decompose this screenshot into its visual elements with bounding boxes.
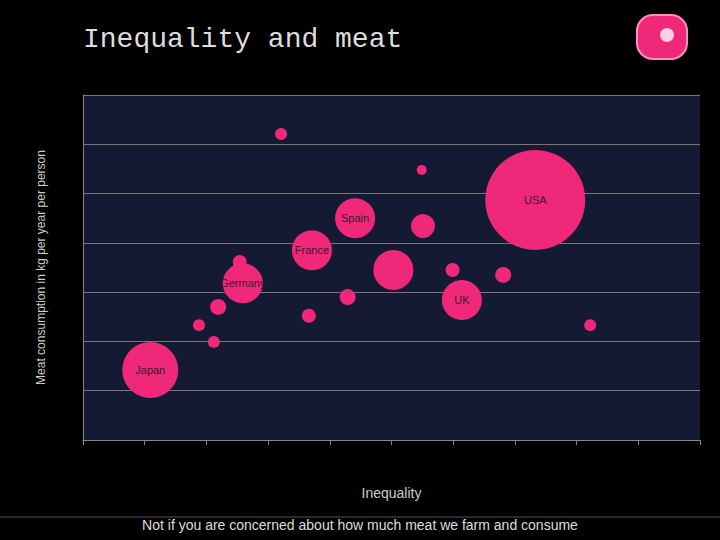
svg-text:Not if you are concerned about: Not if you are concerned about how much … (142, 517, 578, 533)
svg-text:Japan: Japan (135, 364, 165, 376)
svg-text:France: France (295, 244, 329, 256)
svg-text:Spain: Spain (341, 212, 369, 224)
svg-text:USA: USA (524, 194, 547, 206)
svg-text:Meat consumption in kg per yea: Meat consumption in kg per year per pers… (34, 150, 48, 385)
svg-text:Inequality: Inequality (362, 485, 422, 501)
svg-text:UK: UK (454, 294, 470, 306)
svg-text:Inequality and meat: Inequality and meat (83, 24, 402, 55)
svg-text:Germany: Germany (220, 277, 266, 289)
